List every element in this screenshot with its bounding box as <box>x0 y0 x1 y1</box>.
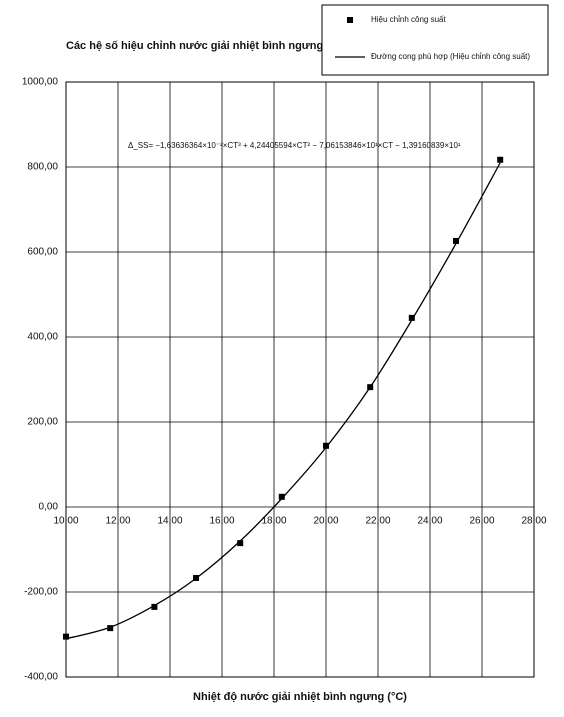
y-tick-label: -200,00 <box>24 587 58 598</box>
y-tick-label: 400,00 <box>27 332 58 343</box>
y-tick-label: 600,00 <box>27 247 58 258</box>
legend-label: Đường cong phù hợp (Hiệu chỉnh công suất… <box>371 52 530 61</box>
data-point <box>323 442 329 449</box>
plot-border <box>65 81 535 678</box>
y-tick-label: -400,00 <box>24 672 58 683</box>
equation: Δ_SS= −1,63636364×10⁻²×CT³ + 4,24405594×… <box>128 141 461 150</box>
fit-curve <box>65 162 501 640</box>
x-axis-label: Nhiệt độ nước giải nhiệt bình ngưng (°C) <box>193 691 407 703</box>
y-tick-label: 800,00 <box>27 162 58 173</box>
y-tick-label: 0,00 <box>39 502 59 513</box>
data-point <box>408 314 415 321</box>
y-axis-label: Các hệ số hiệu chỉnh nước giải nhiệt bìn… <box>66 40 323 52</box>
data-point <box>63 633 69 640</box>
data-point <box>107 625 114 632</box>
legend-marker <box>347 17 353 23</box>
legend-label: Hiệu chỉnh công suất <box>371 15 446 24</box>
data-point <box>237 540 244 547</box>
y-tick-label: 1000,00 <box>22 77 59 88</box>
data-point <box>497 156 504 163</box>
data-point <box>151 603 158 610</box>
data-point <box>453 237 459 244</box>
data-point <box>278 493 285 500</box>
legend-box <box>321 4 549 76</box>
y-tick-label: 200,00 <box>27 417 58 428</box>
